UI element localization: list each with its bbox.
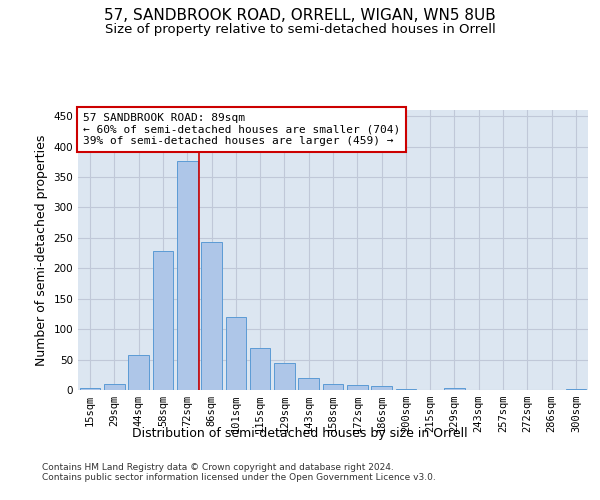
Bar bbox=[104, 384, 125, 390]
Bar bbox=[298, 378, 319, 390]
Bar bbox=[371, 386, 392, 390]
Text: 57, SANDBROOK ROAD, ORRELL, WIGAN, WN5 8UB: 57, SANDBROOK ROAD, ORRELL, WIGAN, WN5 8… bbox=[104, 8, 496, 22]
Bar bbox=[152, 250, 173, 390]
Text: 57 SANDBROOK ROAD: 89sqm
← 60% of semi-detached houses are smaller (704)
39% of : 57 SANDBROOK ROAD: 89sqm ← 60% of semi-d… bbox=[83, 113, 400, 146]
Text: Contains HM Land Registry data © Crown copyright and database right 2024.
Contai: Contains HM Land Registry data © Crown c… bbox=[42, 462, 436, 482]
Text: Distribution of semi-detached houses by size in Orrell: Distribution of semi-detached houses by … bbox=[132, 428, 468, 440]
Bar bbox=[347, 384, 368, 390]
Bar bbox=[201, 242, 222, 390]
Bar bbox=[323, 384, 343, 390]
Bar bbox=[226, 317, 246, 390]
Bar bbox=[444, 388, 465, 390]
Bar bbox=[274, 363, 295, 390]
Bar bbox=[128, 354, 149, 390]
Bar bbox=[250, 348, 271, 390]
Bar bbox=[177, 161, 197, 390]
Y-axis label: Number of semi-detached properties: Number of semi-detached properties bbox=[35, 134, 48, 366]
Text: Size of property relative to semi-detached houses in Orrell: Size of property relative to semi-detach… bbox=[104, 22, 496, 36]
Bar bbox=[80, 388, 100, 390]
